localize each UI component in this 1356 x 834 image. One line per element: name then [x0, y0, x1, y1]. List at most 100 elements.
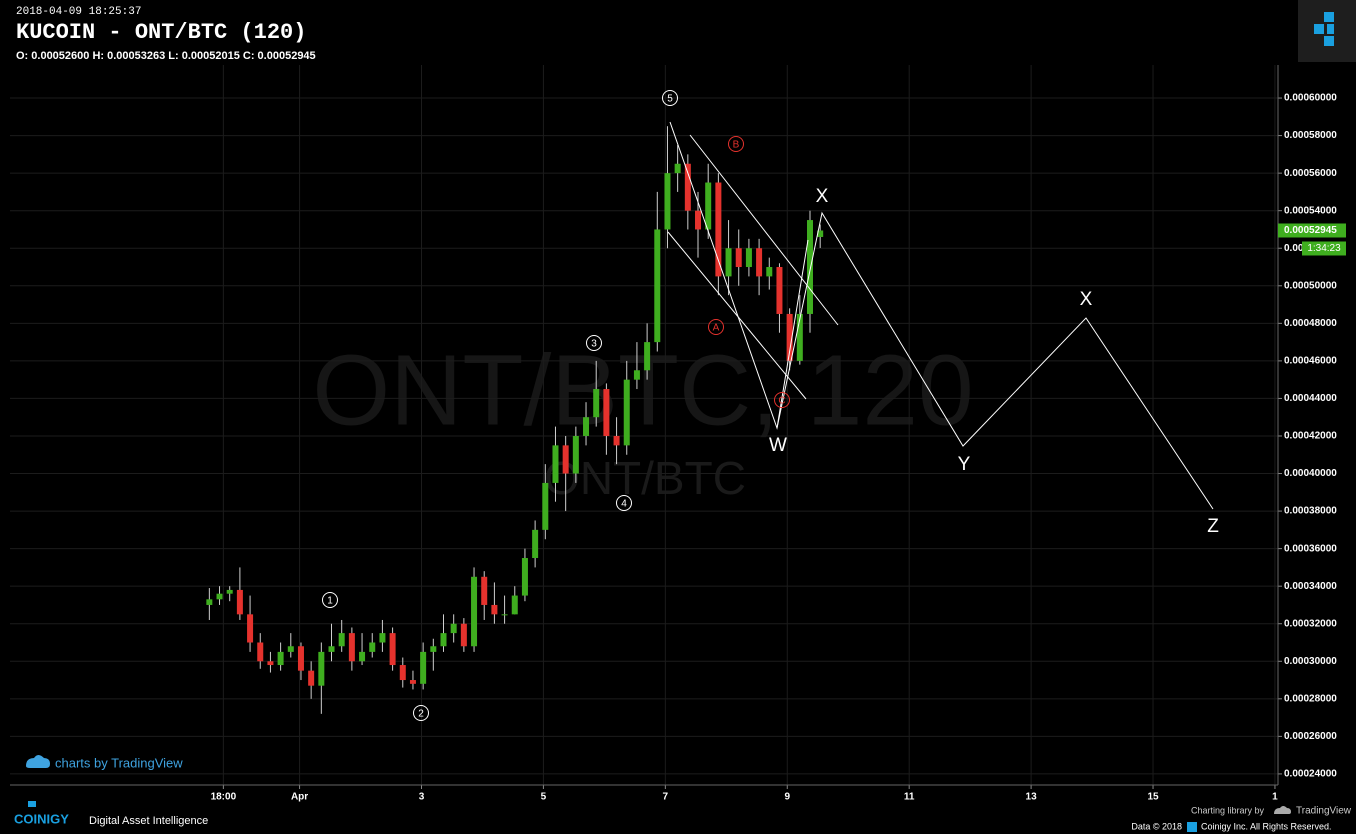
copyright-a: Data © 2018 — [1131, 821, 1182, 831]
abc-circle — [708, 319, 724, 335]
candle-body — [511, 595, 518, 615]
wave-label: 2 — [418, 709, 424, 720]
candle-body — [338, 633, 345, 647]
candle-body — [705, 182, 712, 230]
coinigy-mark — [28, 801, 36, 807]
candle-body — [593, 389, 600, 418]
x-tick-label: 7 — [663, 792, 669, 803]
y-tick-label: 0.00050000 — [1284, 280, 1337, 291]
candle-body — [471, 576, 478, 647]
title: KUCOIN - ONT/BTC (120) — [16, 20, 306, 45]
candle-body — [623, 379, 630, 446]
brand: COINIGY — [14, 811, 69, 826]
x-tick-label: 13 — [1026, 792, 1038, 803]
wxyz-label: W — [769, 435, 787, 456]
candle-body — [481, 576, 488, 605]
candle-body — [521, 558, 528, 596]
tv-small-logo — [1274, 806, 1291, 814]
candle-body — [348, 633, 355, 662]
channel-line — [776, 239, 809, 429]
candle-body — [247, 614, 254, 643]
y-tick-label: 0.00038000 — [1284, 506, 1337, 517]
channel-line — [667, 231, 807, 400]
candle-body — [297, 646, 304, 671]
watermark: ONT/BTC, 120 — [312, 334, 973, 446]
x-tick-label: 1 — [1272, 792, 1278, 803]
candle-body — [501, 614, 508, 616]
tagline: Digital Asset Intelligence — [89, 815, 208, 827]
wave-label: 5 — [667, 94, 673, 105]
wxyz-label: X — [1080, 289, 1093, 310]
candle-body — [226, 589, 233, 594]
copyright-b: Coinigy Inc. All Rights Reserved. — [1201, 821, 1332, 831]
candle-body — [399, 665, 406, 681]
candle-body — [674, 163, 681, 174]
candle-body — [695, 210, 702, 230]
candle-body — [206, 599, 213, 605]
y-tick-label: 0.00046000 — [1284, 356, 1337, 367]
candle-body — [715, 182, 722, 277]
y-tick-label: 0.00060000 — [1284, 93, 1337, 104]
y-tick-label: 0.00028000 — [1284, 693, 1337, 704]
candle-body — [817, 230, 824, 237]
candle-body — [644, 342, 651, 371]
candle-body — [409, 680, 416, 684]
timestamp: 2018-04-09 18:25:37 — [16, 6, 141, 18]
candle-body — [236, 589, 243, 615]
candle-body — [308, 670, 315, 686]
abc-circle — [774, 392, 790, 408]
tv-name: TradingView — [1296, 806, 1352, 817]
candle-body — [369, 642, 376, 652]
wave-label: 1 — [327, 596, 333, 607]
candle-body — [776, 267, 783, 314]
wave-circle — [586, 335, 602, 351]
candle-body — [532, 529, 539, 559]
wave-circle — [322, 592, 338, 608]
candle-body — [440, 633, 447, 647]
tv-badge: charts by TradingView — [55, 755, 183, 770]
candle-body — [277, 651, 284, 666]
y-tick-label: 0.00054000 — [1284, 205, 1337, 216]
wxyz-label: X — [816, 186, 829, 207]
countdown: 1:34:23 — [1307, 243, 1341, 254]
y-tick-label: 0.00036000 — [1284, 543, 1337, 554]
y-tick-label: 0.00040000 — [1284, 468, 1337, 479]
candle-body — [613, 435, 620, 446]
candle-body — [328, 646, 335, 652]
y-tick-label: 0.00048000 — [1284, 318, 1337, 329]
wave-circle — [662, 90, 678, 106]
abc-circle — [728, 136, 744, 152]
y-tick-label: 0.00044000 — [1284, 393, 1337, 404]
y-tick-label: 0.00024000 — [1284, 769, 1337, 780]
charting-by: Charting library by — [1191, 805, 1265, 815]
candle-body — [684, 163, 691, 211]
candle-body — [796, 313, 803, 361]
candle-body — [583, 417, 590, 436]
candle-body — [359, 651, 366, 662]
x-tick-label: 18:00 — [211, 792, 237, 803]
wave-circle — [616, 495, 632, 511]
candle-body — [257, 642, 264, 662]
last-price-box — [1278, 223, 1346, 238]
x-tick-label: 9 — [784, 792, 790, 803]
wave-label: 3 — [591, 339, 597, 350]
wave-circle — [413, 705, 429, 721]
candle-body — [654, 229, 661, 343]
abc-label: B — [733, 140, 740, 151]
candle-body — [450, 623, 457, 634]
candle-body — [318, 651, 325, 686]
candle-body — [786, 313, 793, 361]
candle-body — [267, 661, 274, 666]
wave-label: 4 — [621, 499, 627, 510]
abc-label: A — [713, 323, 720, 334]
y-tick-label: 0.00042000 — [1284, 431, 1337, 442]
candle-body — [603, 389, 610, 436]
candle-body — [664, 173, 671, 230]
y-tick-label: 0.00030000 — [1284, 656, 1337, 667]
x-tick-label: 15 — [1147, 792, 1159, 803]
y-tick-label: 0.00058000 — [1284, 130, 1337, 141]
x-tick-label: 11 — [904, 792, 915, 803]
last-price-label: 0.00052945 — [1284, 225, 1337, 236]
